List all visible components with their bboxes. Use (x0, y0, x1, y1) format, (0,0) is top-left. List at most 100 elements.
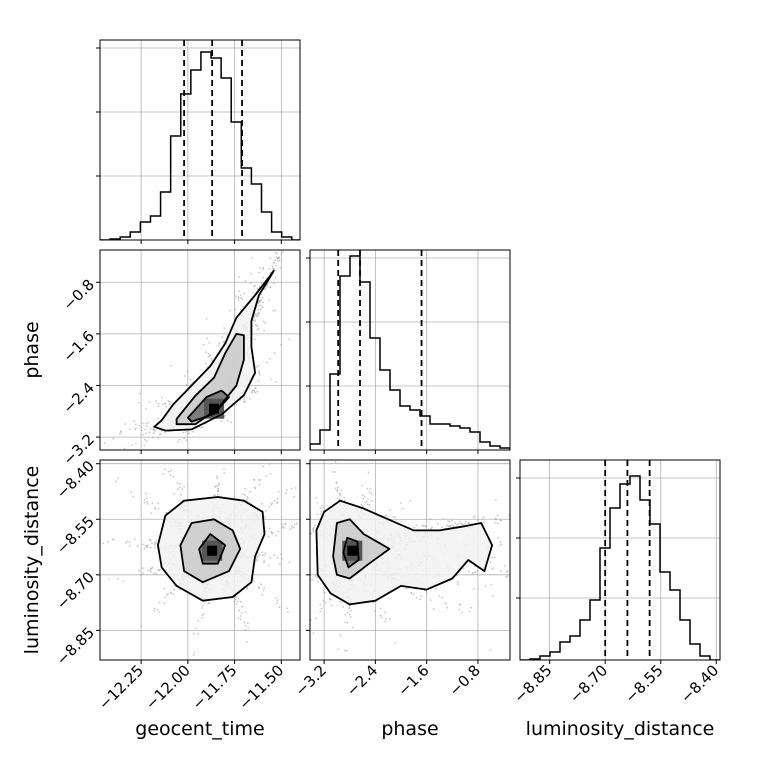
sample-point (325, 131, 327, 133)
sample-point (344, 649, 346, 652)
sample-point (258, 371, 261, 374)
sample-point (261, 502, 264, 505)
sample-point (146, 503, 149, 505)
sample-point (128, 541, 131, 543)
sample-point (401, 507, 404, 510)
sample-point (153, 572, 155, 575)
sample-point (131, 444, 134, 447)
sample-point (153, 429, 156, 432)
sample-point (456, 523, 458, 526)
histogram-step-line (100, 51, 300, 240)
sample-point (370, 492, 373, 495)
sample-point (137, 401, 140, 404)
sample-point (197, 620, 200, 622)
x-axis-title-luminosity_distance: luminosity_distance (526, 718, 715, 740)
sample-point (523, 576, 525, 578)
sample-point (157, 417, 160, 420)
sample-point (370, 500, 373, 502)
sample-point (394, 642, 397, 644)
sample-point (489, 561, 492, 563)
sample-point (152, 428, 155, 431)
sample-point (333, 471, 336, 473)
sample-point (229, 309, 231, 312)
sample-point (134, 442, 137, 445)
sample-point (102, 542, 105, 545)
sample-point (155, 572, 157, 575)
y-axis-title-luminosity_distance: luminosity_distance (21, 466, 43, 655)
sample-point (140, 426, 143, 429)
sample-point (276, 257, 279, 260)
sample-point (244, 611, 247, 614)
sample-point (170, 474, 172, 476)
sample-point (153, 607, 156, 610)
sample-point (288, 338, 291, 341)
sample-point (244, 280, 247, 282)
sample-point (201, 604, 204, 607)
sample-point (243, 621, 246, 624)
sample-point (193, 651, 196, 654)
sample-point (245, 396, 248, 399)
sample-point (338, 492, 341, 495)
sample-point (484, 585, 487, 588)
sample-point (253, 479, 256, 481)
sample-point (335, 481, 338, 484)
sample-point (303, 583, 305, 585)
x-tick-label-luminosity_distance: −8.85 (510, 661, 555, 706)
sample-point (163, 468, 166, 471)
sample-point (217, 489, 220, 492)
sample-point (201, 616, 204, 619)
sample-point (274, 597, 277, 599)
sample-point (526, 577, 528, 579)
sample-point (143, 499, 146, 501)
contour-level-1 (156, 496, 266, 602)
sample-point (290, 527, 293, 530)
sample-point (336, 486, 339, 489)
sample-point (185, 384, 188, 386)
sample-point (293, 495, 296, 498)
sample-point (344, 621, 347, 624)
sample-point (350, 609, 352, 612)
sample-point (184, 375, 186, 377)
sample-point (224, 414, 227, 417)
panel-luminosity_distance-hist (516, 459, 721, 664)
sample-point (240, 612, 243, 614)
sample-point (103, 442, 106, 445)
sample-point (150, 567, 153, 570)
sample-point (290, 595, 292, 597)
sample-point (295, 522, 298, 525)
sample-point (183, 437, 186, 440)
sample-point (140, 625, 142, 627)
sample-point (273, 268, 276, 270)
sample-point (413, 593, 415, 596)
sample-point (619, 535, 621, 537)
sample-point (201, 614, 204, 616)
sample-point (542, 586, 544, 588)
sample-point (280, 343, 283, 346)
sample-point (128, 544, 131, 547)
sample-point (313, 527, 315, 529)
sample-point (425, 592, 428, 595)
sample-point (218, 344, 221, 346)
sample-point (148, 431, 151, 434)
sample-point (144, 438, 146, 441)
sample-point (285, 492, 287, 495)
contour-level-3 (342, 536, 360, 569)
sample-point (130, 491, 132, 494)
sample-point (264, 322, 267, 324)
sample-point (243, 487, 246, 490)
sample-point (410, 591, 413, 594)
contour-level-3 (198, 533, 227, 565)
sample-point (293, 523, 296, 526)
sample-point (342, 606, 344, 608)
sample-point (470, 606, 473, 609)
sample-point (134, 423, 137, 426)
sample-point (167, 592, 169, 595)
sample-point (365, 500, 368, 503)
density-fill-level-2 (176, 333, 244, 425)
sample-point (400, 502, 402, 504)
sample-point (471, 572, 474, 575)
panel-geocent_time-luminosity_distance (96, 459, 301, 664)
sample-point (202, 343, 205, 346)
sample-point (255, 313, 258, 315)
sample-point (160, 396, 163, 399)
